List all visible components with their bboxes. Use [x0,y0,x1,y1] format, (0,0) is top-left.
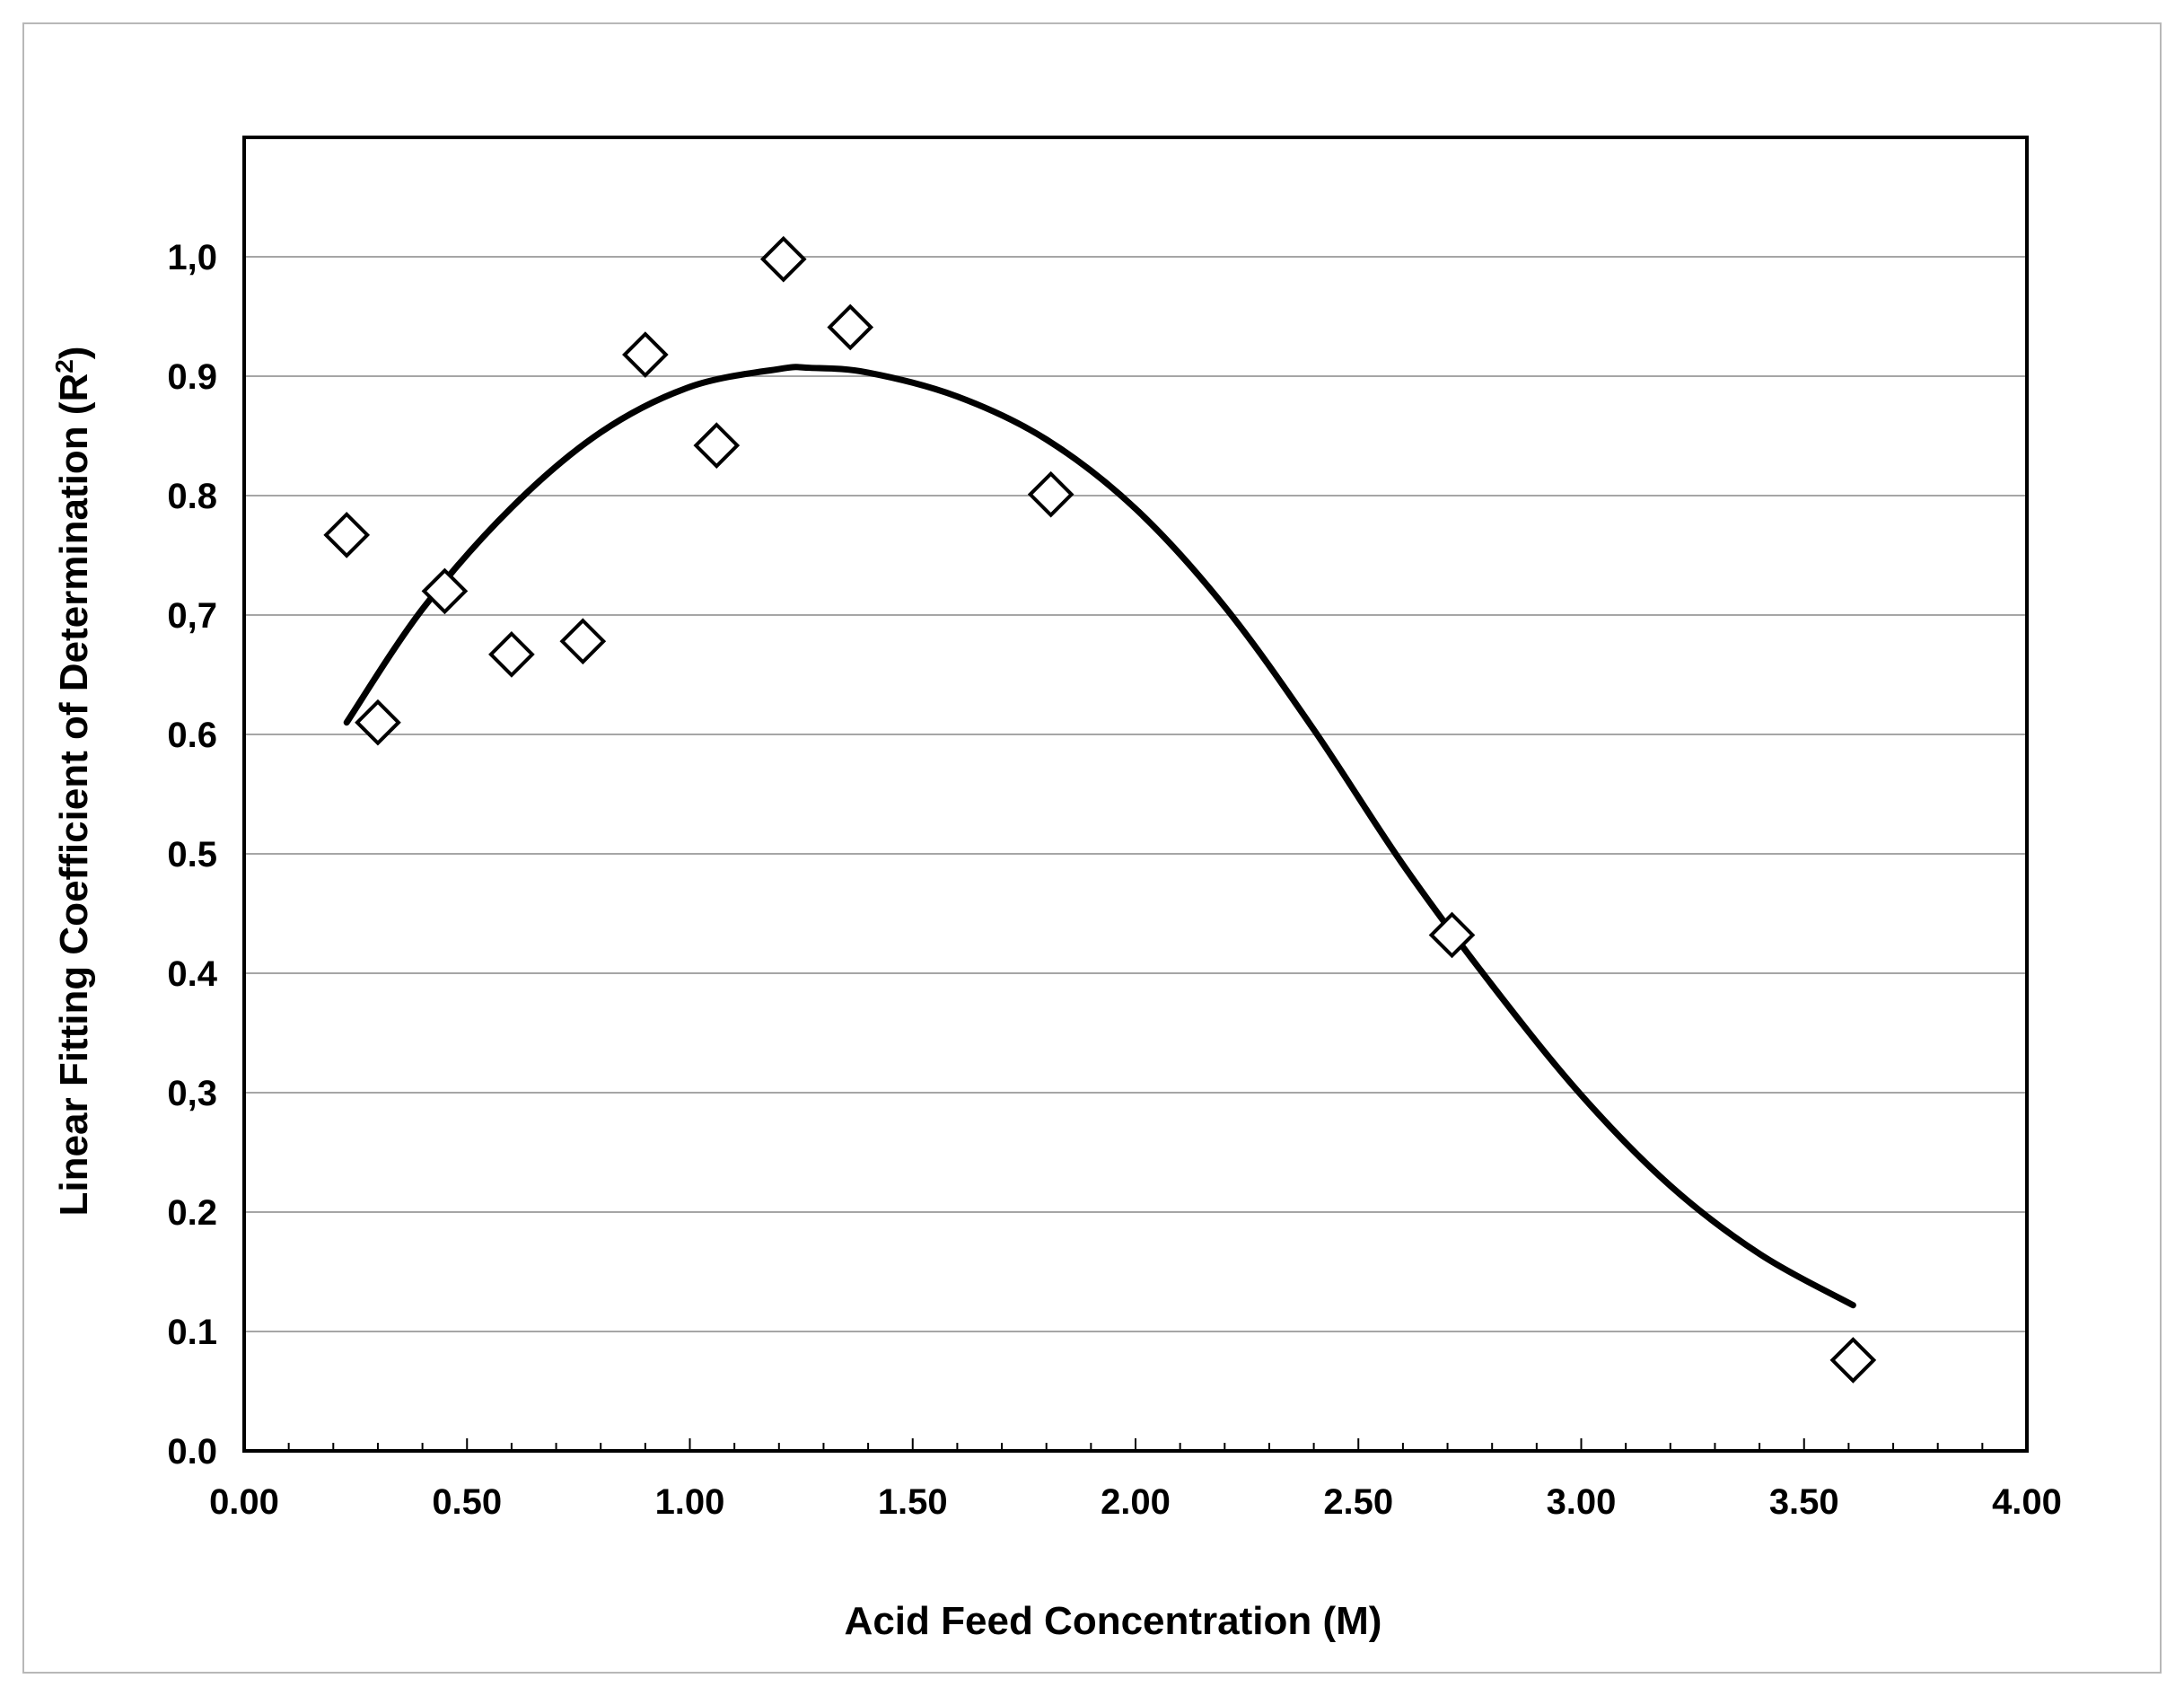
x-tick-label: 2.00 [1101,1482,1171,1522]
y-axis-title: Linear Fitting Coefficient of Determinat… [50,347,96,1217]
data-point [1829,1337,1877,1384]
y-tick-label: 0.5 [167,835,217,874]
chart-frame [22,22,2162,1674]
x-axis-title: Acid Feed Concentration (M) [845,1599,1382,1643]
grid-lines [244,256,2027,1332]
data-point [559,618,607,665]
y-tick-label: 0,3 [167,1074,217,1113]
data-point [622,331,669,378]
x-tick-label: 2.50 [1323,1482,1393,1522]
x-tick-label: 0.00 [209,1482,279,1522]
y-tick-label: 0,7 [167,596,217,636]
y-tick-label: 0.2 [167,1193,217,1233]
data-point [421,567,469,615]
data-point [355,699,401,746]
x-tick-label: 1.50 [878,1482,948,1522]
data-point [1428,911,1476,959]
y-tick-label: 1,0 [167,238,217,277]
data-point [323,512,371,558]
data-points [323,235,1877,1384]
y-axis-title-main: Linear Fitting Coefficient of Determinat… [52,373,96,1217]
x-minor-ticks [243,1438,2028,1451]
y-axis-title-end: ) [52,347,96,360]
x-tick-labels: 0.00 0.50 1.00 1.50 2.00 2.50 3.00 3.50 4.00 [209,1482,2062,1522]
y-tick-label: 0.9 [167,357,217,397]
plot-area [242,136,2029,1453]
x-tick-label: 1.00 [655,1482,725,1522]
fit-curve-line [343,364,1856,1309]
x-tick-label: 3.50 [1769,1482,1839,1522]
y-tick-labels: 0.0 0.1 0.2 0,3 0.4 0.5 0.6 0,7 0.8 0.9 1,0 [167,238,217,1472]
y-tick-label: 0.4 [167,954,217,994]
x-tick-label: 4.00 [1992,1482,2062,1522]
data-point [827,303,874,351]
y-axis-title-superscript: 2 [50,359,78,373]
x-tick-label: 0.50 [432,1482,502,1522]
data-point [1027,470,1074,518]
y-tick-label: 0.1 [167,1313,217,1352]
x-tick-label: 3.00 [1547,1482,1617,1522]
y-tick-label: 0.6 [167,716,217,755]
y-tick-label: 0.8 [167,477,217,516]
data-point [759,235,807,283]
y-tick-label: 0.0 [167,1432,217,1472]
data-point [693,422,741,469]
data-point [488,631,535,678]
